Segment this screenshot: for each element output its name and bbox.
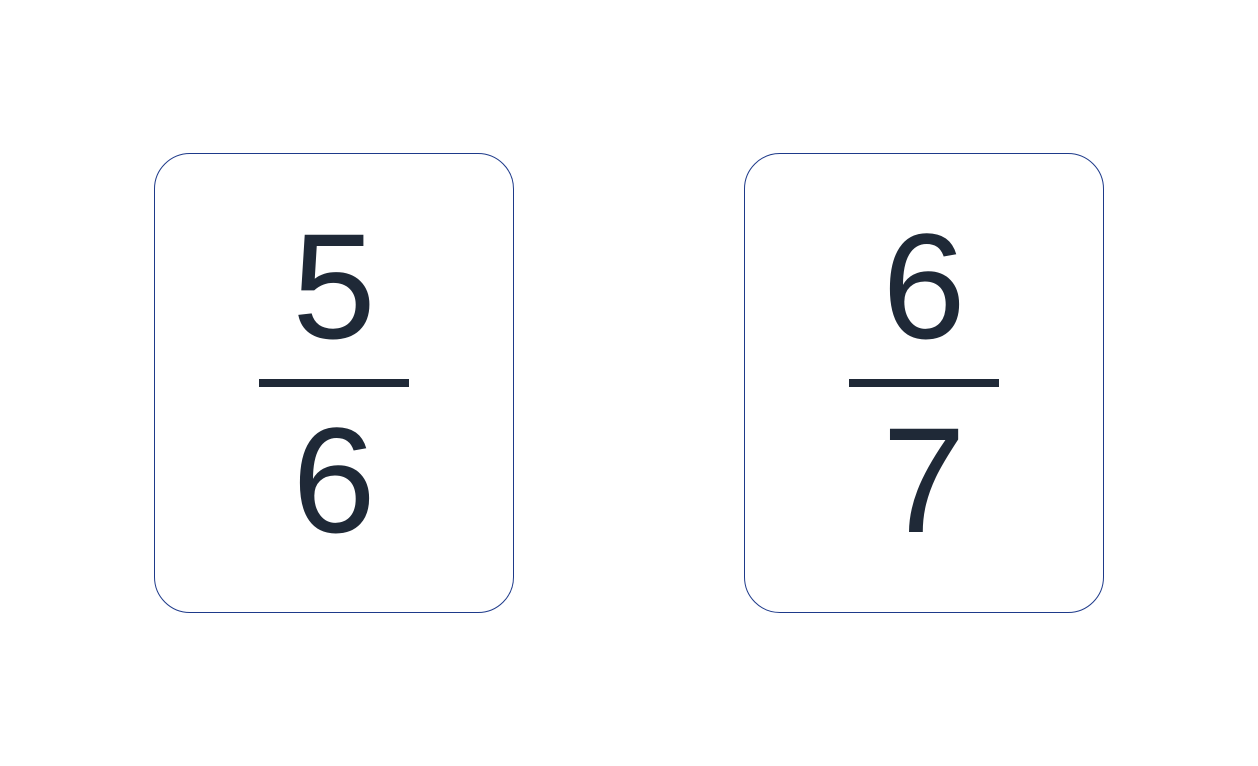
denominator-right: 7 <box>882 405 965 555</box>
fraction-bar-right <box>849 379 999 387</box>
numerator-right: 6 <box>882 211 965 361</box>
fraction-card-left: 5 6 <box>154 153 514 613</box>
fraction-bar-left <box>259 379 409 387</box>
numerator-left: 5 <box>292 211 375 361</box>
denominator-left: 6 <box>292 405 375 555</box>
fraction-card-right: 6 7 <box>744 153 1104 613</box>
